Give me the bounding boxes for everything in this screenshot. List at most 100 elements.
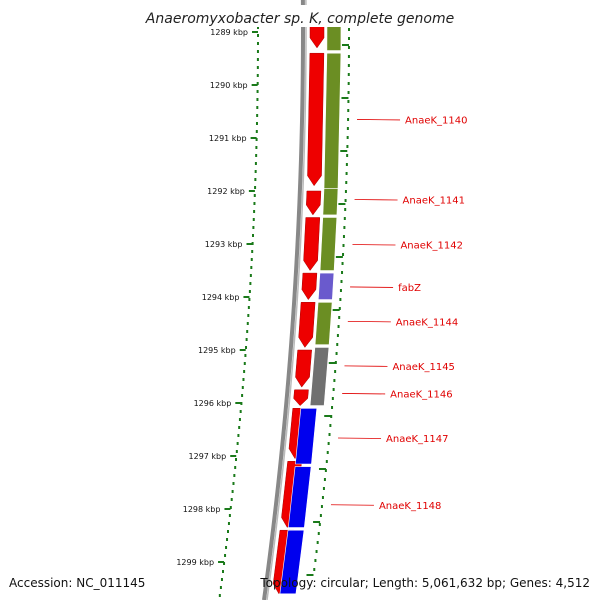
ruler-dot xyxy=(253,202,256,205)
ruler-dot xyxy=(242,378,245,381)
ruler-tick xyxy=(243,296,250,298)
ruler-dot xyxy=(247,314,250,317)
ruler-tick xyxy=(239,349,246,351)
outer-ring-dot xyxy=(331,406,334,409)
ruler-dot xyxy=(230,498,233,501)
outer-ring-tick xyxy=(324,415,332,417)
gene-label-leader xyxy=(357,119,401,121)
genome-backbone xyxy=(262,0,307,600)
outer-ring-dot xyxy=(346,136,349,139)
kbp-tick-label: 1290 kbp xyxy=(210,81,248,90)
ruler-dot xyxy=(236,442,239,445)
ruler-dot xyxy=(256,42,259,45)
reverse-strand-track xyxy=(279,407,318,595)
gene-labels: AnaeK_1140 AnaeK_1141 AnaeK_1142 fabZ AnaeK_… xyxy=(330,115,468,512)
ruler-dot xyxy=(254,162,257,165)
gene-label-leader xyxy=(354,199,398,201)
outer-ring-dot xyxy=(343,226,346,229)
outer-ring-dot xyxy=(319,514,322,517)
outer-ring-dot xyxy=(336,334,339,337)
outer-ring-tick xyxy=(338,203,346,205)
cog-segment xyxy=(314,301,333,346)
outer-ring-dot xyxy=(316,541,319,544)
kbp-tick-label: 1296 kbp xyxy=(194,399,232,408)
outer-ring-tick xyxy=(318,468,326,470)
reverse-gene-bar xyxy=(287,466,312,528)
ruler-tick xyxy=(250,137,257,139)
cog-category-track xyxy=(309,18,342,406)
forward-gene-arrow xyxy=(301,272,318,301)
outer-ring-dot xyxy=(331,397,334,400)
outer-ring-dot xyxy=(347,37,350,40)
outer-ring-dot xyxy=(347,46,350,49)
ruler-dot xyxy=(229,506,232,509)
outer-ring-dot xyxy=(341,262,344,265)
ruler-dot xyxy=(255,138,258,141)
outer-ring-dot xyxy=(342,244,345,247)
ruler-dot xyxy=(256,58,259,61)
ruler-tick xyxy=(224,508,231,510)
ruler-dot xyxy=(225,546,228,549)
kbp-tick-label: 1299 kbp xyxy=(176,558,214,567)
outer-ring-dot xyxy=(347,91,350,94)
forward-gene-arrow xyxy=(307,52,325,187)
ruler-dot xyxy=(256,26,259,29)
outer-ring-dot xyxy=(313,568,316,571)
ruler-tick xyxy=(251,84,258,86)
ruler-dot xyxy=(238,418,241,421)
ruler-dot xyxy=(226,538,229,541)
outer-ring-dot xyxy=(334,361,337,364)
outer-ring-dot xyxy=(339,289,342,292)
kbp-tick-label: 1293 kbp xyxy=(205,240,243,249)
ruler-dot xyxy=(238,426,241,429)
ruler-dot xyxy=(256,34,259,37)
ruler-dot xyxy=(251,242,254,245)
outer-ring-dot xyxy=(320,505,323,508)
ruler-dot xyxy=(235,458,238,461)
gene-label[interactable]: AnaeK_1140 xyxy=(405,115,467,126)
outer-ring-tick xyxy=(332,309,340,311)
outer-tick-ring xyxy=(306,10,350,576)
gene-label[interactable]: AnaeK_1147 xyxy=(386,434,448,445)
outer-ring-dot xyxy=(332,388,335,391)
outer-ring-dot xyxy=(344,208,347,211)
outer-ring-tick xyxy=(341,44,349,46)
outer-ring-dot xyxy=(327,442,330,445)
title-backdrop xyxy=(140,5,460,27)
gene-label[interactable]: AnaeK_1144 xyxy=(396,317,458,328)
ruler-dot xyxy=(231,490,234,493)
gene-label-leader xyxy=(344,365,388,367)
map-title: Anaeromyxobacter sp. K, complete genome xyxy=(145,11,454,27)
gene-label[interactable]: AnaeK_1145 xyxy=(392,362,454,373)
ruler-dot xyxy=(246,322,249,325)
forward-gene-arrow xyxy=(303,217,321,271)
outer-ring-dot xyxy=(328,433,331,436)
outer-ring-dot xyxy=(344,190,347,193)
gene-label[interactable]: fabZ xyxy=(398,283,421,294)
gene-label[interactable]: AnaeK_1141 xyxy=(403,195,465,206)
outer-ring-tick xyxy=(341,97,349,99)
outer-ring-dot xyxy=(347,118,350,121)
gene-label[interactable]: AnaeK_1142 xyxy=(400,241,462,252)
ruler-tick xyxy=(218,561,225,563)
ruler-dot xyxy=(222,570,225,573)
outer-ring-dot xyxy=(338,307,341,310)
outer-ring-dot xyxy=(342,253,345,256)
outer-ring-dot xyxy=(346,127,349,130)
ruler-dot xyxy=(234,466,237,469)
ruler-dot xyxy=(256,50,259,53)
outer-ring-dot xyxy=(323,478,326,481)
ruler-dot xyxy=(223,562,226,565)
ruler-dot xyxy=(237,434,240,437)
ruler-dot xyxy=(256,114,259,117)
ruler-dot xyxy=(256,74,259,77)
ruler-dot xyxy=(249,282,252,285)
gene-label[interactable]: AnaeK_1146 xyxy=(390,389,452,400)
ruler-dot xyxy=(243,362,246,365)
outer-ring-dot xyxy=(317,532,320,535)
cog-segment xyxy=(319,217,338,271)
outer-ring-tick xyxy=(340,150,348,152)
gene-label[interactable]: AnaeK_1148 xyxy=(379,501,441,512)
ruler-dot xyxy=(252,226,255,229)
ruler-dot xyxy=(254,186,257,189)
